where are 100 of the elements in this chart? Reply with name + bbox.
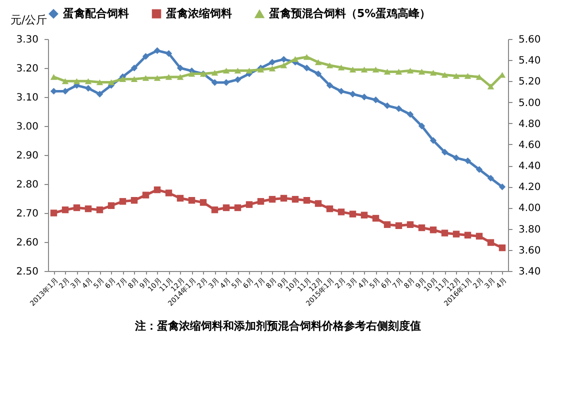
y-tick-label: 3.10 xyxy=(16,92,38,104)
point xyxy=(50,210,58,216)
legend-label: 蛋禽配合饲料 xyxy=(62,6,129,20)
point xyxy=(372,66,380,72)
point xyxy=(476,166,483,173)
point xyxy=(384,102,391,110)
point xyxy=(452,154,460,162)
legend-label: 蛋禽预混合饲料（5%蛋鸡高峰） xyxy=(268,7,431,20)
point xyxy=(246,201,253,208)
point xyxy=(464,73,472,79)
y2-tick-label: 4.40 xyxy=(518,161,541,172)
y-tick-label: 2.60 xyxy=(16,238,38,248)
point xyxy=(73,204,80,212)
y2-tick-label: 4.00 xyxy=(518,203,541,214)
point xyxy=(234,204,242,212)
point xyxy=(430,226,437,234)
point xyxy=(292,56,299,62)
point xyxy=(62,206,69,214)
point xyxy=(108,79,115,86)
point xyxy=(84,205,92,212)
point xyxy=(395,222,402,230)
point xyxy=(188,196,196,204)
point xyxy=(430,137,437,144)
point xyxy=(268,196,276,203)
point xyxy=(211,70,218,76)
point xyxy=(246,68,253,74)
y2-tick-label: 3.80 xyxy=(518,224,541,236)
point xyxy=(498,184,506,190)
point xyxy=(314,200,322,207)
point xyxy=(154,75,161,81)
y2-tick-label: 5.20 xyxy=(518,76,541,88)
y-tick-label: 2.70 xyxy=(16,208,38,220)
point xyxy=(268,66,276,72)
point xyxy=(96,206,104,214)
point xyxy=(372,96,380,104)
point xyxy=(165,74,172,80)
point xyxy=(360,212,368,218)
point xyxy=(384,221,391,228)
point xyxy=(130,196,138,204)
point xyxy=(142,75,150,81)
point xyxy=(73,78,80,84)
point xyxy=(176,64,184,72)
y2-tick-label: 5.60 xyxy=(518,34,541,46)
legend-label: 蛋禽浓缩饲料 xyxy=(165,6,232,20)
point xyxy=(338,88,345,95)
y2-tick-label: 4.20 xyxy=(518,182,541,194)
point xyxy=(418,224,426,232)
y-tick-label: 2.90 xyxy=(16,150,38,162)
y-tick-label: 3.20 xyxy=(16,64,38,74)
point xyxy=(349,66,356,72)
point xyxy=(441,230,448,236)
point xyxy=(119,76,126,82)
point xyxy=(154,186,161,194)
point xyxy=(280,62,288,68)
point xyxy=(130,76,138,82)
y2-tick-label: 3.40 xyxy=(518,266,541,278)
point xyxy=(498,244,506,252)
point xyxy=(487,84,494,90)
y-tick-label: 3.30 xyxy=(16,34,38,46)
point xyxy=(292,196,299,203)
point xyxy=(476,232,483,240)
point xyxy=(464,157,472,164)
point xyxy=(360,94,368,100)
point xyxy=(452,230,460,238)
point xyxy=(130,64,138,72)
point xyxy=(188,70,196,77)
point xyxy=(406,111,414,118)
y-axis-title: 元/公斤 xyxy=(10,14,48,26)
point xyxy=(280,194,288,202)
point xyxy=(395,68,402,75)
y2-tick-label: 5.00 xyxy=(518,98,541,109)
point xyxy=(338,64,345,70)
point xyxy=(384,68,391,75)
point xyxy=(50,74,58,80)
point xyxy=(62,78,69,84)
point xyxy=(96,90,104,98)
point xyxy=(211,206,218,214)
point xyxy=(84,84,92,92)
point xyxy=(200,199,207,206)
point xyxy=(372,214,380,222)
point xyxy=(222,204,230,212)
point xyxy=(165,50,172,57)
point xyxy=(452,73,460,79)
point xyxy=(487,239,494,246)
point xyxy=(441,148,448,156)
point xyxy=(234,68,242,74)
point xyxy=(314,70,322,78)
y2-tick-label: 3.60 xyxy=(518,245,541,256)
point xyxy=(395,105,402,112)
point xyxy=(142,192,150,198)
point xyxy=(280,56,288,63)
point xyxy=(303,196,310,204)
point xyxy=(257,198,264,205)
y2-tick-label: 5.40 xyxy=(518,56,541,67)
point xyxy=(165,190,172,196)
point xyxy=(303,54,310,60)
point xyxy=(430,70,437,76)
point xyxy=(487,174,494,182)
point xyxy=(303,64,310,72)
y2-tick-label: 4.80 xyxy=(518,118,541,130)
